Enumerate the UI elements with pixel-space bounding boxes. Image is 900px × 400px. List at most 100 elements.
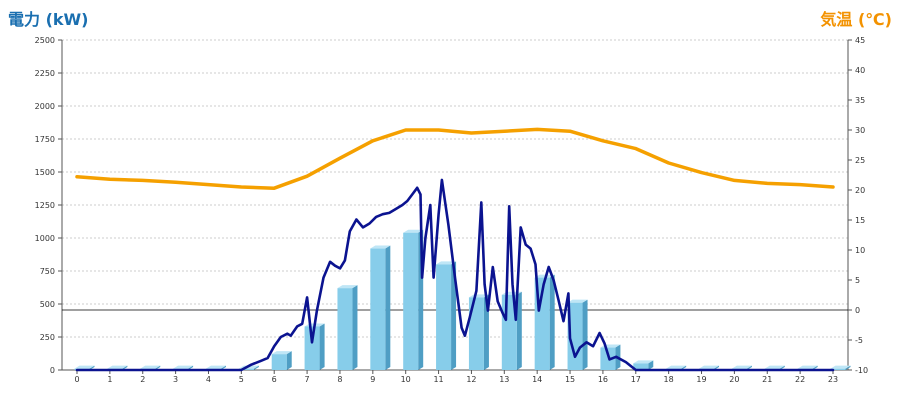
bar-side (451, 261, 457, 370)
x-tick-label: 5 (239, 375, 244, 384)
bar-side (549, 274, 555, 370)
right-tick-label: 25 (855, 156, 865, 165)
bar-series (74, 229, 851, 370)
bar-side (516, 291, 522, 370)
bar-top (140, 365, 161, 369)
bar-top (74, 365, 95, 369)
x-tick-label: 11 (433, 375, 443, 384)
bar (436, 261, 457, 370)
right-tick-label: 40 (855, 66, 865, 75)
bar-top (830, 365, 851, 369)
bar (567, 299, 588, 370)
bar-top (534, 274, 555, 278)
bar-side (319, 323, 325, 370)
bar-top (731, 365, 752, 369)
bar-front (633, 363, 649, 370)
temperature-line (75, 127, 835, 190)
left-tick-label: 750 (40, 267, 55, 276)
x-tick-label: 9 (370, 375, 375, 384)
x-tick-label: 13 (499, 375, 509, 384)
bar-front (567, 302, 583, 370)
bar-top (205, 365, 226, 369)
bar-front (468, 297, 484, 370)
bar (271, 351, 292, 370)
x-tick-label: 20 (729, 375, 739, 384)
x-tick-label: 15 (565, 375, 575, 384)
left-tick-label: 0 (50, 366, 55, 375)
bar-side (286, 351, 292, 370)
bar-top (173, 365, 194, 369)
x-tick-label: 19 (696, 375, 706, 384)
right-tick-label: 5 (855, 276, 860, 285)
right-tick-label: 45 (855, 36, 865, 45)
bar-front (830, 368, 846, 370)
bar-front (436, 264, 452, 370)
bar-front (600, 347, 616, 370)
bar-front (304, 326, 320, 370)
x-tick-label: 12 (466, 375, 476, 384)
bar-side (648, 360, 654, 370)
bar-top (699, 365, 720, 369)
bar-top (797, 365, 818, 369)
bar-top (337, 285, 358, 289)
x-tick-label: 0 (74, 375, 79, 384)
bar-front (271, 354, 287, 370)
bar-top (370, 245, 391, 249)
x-tick-label: 23 (828, 375, 838, 384)
right-axis-title: 気温 (℃) (820, 10, 892, 29)
x-tick-label: 4 (206, 375, 211, 384)
x-tick-label: 2 (140, 375, 145, 384)
x-tick-label: 8 (337, 375, 342, 384)
left-tick-label: 1250 (35, 201, 55, 210)
bar-side (352, 285, 358, 370)
right-tick-label: 10 (855, 246, 865, 255)
tick-labels: 02505007501000125015001750200022502500-1… (35, 36, 868, 384)
bar-top (271, 351, 292, 355)
bar-front (337, 288, 353, 370)
x-tick-label: 16 (598, 375, 608, 384)
x-tick-label: 6 (272, 375, 277, 384)
x-tick-label: 17 (631, 375, 641, 384)
bar-side (845, 365, 851, 370)
left-axis-title: 電力 (kW) (8, 10, 89, 29)
bar (468, 294, 489, 370)
x-tick-label: 7 (305, 375, 310, 384)
power-line (75, 178, 835, 372)
bar-top (666, 365, 687, 369)
x-tick-label: 21 (762, 375, 772, 384)
bar (633, 360, 654, 370)
right-tick-label: -10 (855, 366, 868, 375)
bar-top (403, 229, 424, 233)
left-tick-label: 2500 (35, 36, 55, 45)
x-tick-label: 3 (173, 375, 178, 384)
bar-side (253, 365, 259, 370)
bar-top (107, 365, 128, 369)
bar (403, 229, 424, 370)
left-tick-label: 2000 (35, 102, 55, 111)
bar (370, 245, 391, 370)
right-tick-label: -5 (855, 336, 863, 345)
x-tick-label: 10 (401, 375, 411, 384)
right-tick-label: 35 (855, 96, 865, 105)
bar (501, 291, 522, 370)
bar (337, 285, 358, 370)
x-tick-label: 18 (664, 375, 674, 384)
bar-side (483, 294, 489, 370)
x-tick-label: 14 (532, 375, 542, 384)
bar (830, 365, 851, 370)
left-tick-label: 2250 (35, 69, 55, 78)
bar-side (582, 299, 588, 370)
bar-top (436, 261, 457, 265)
x-tick-label: 1 (107, 375, 112, 384)
bar-front (370, 248, 386, 370)
bar-top (764, 365, 785, 369)
left-tick-label: 1000 (35, 234, 55, 243)
left-tick-label: 500 (40, 300, 55, 309)
left-tick-label: 250 (40, 333, 55, 342)
bar-side (385, 245, 391, 370)
x-tick-label: 22 (795, 375, 805, 384)
bar-top (633, 360, 654, 364)
right-tick-label: 15 (855, 216, 865, 225)
right-tick-label: 30 (855, 126, 865, 135)
